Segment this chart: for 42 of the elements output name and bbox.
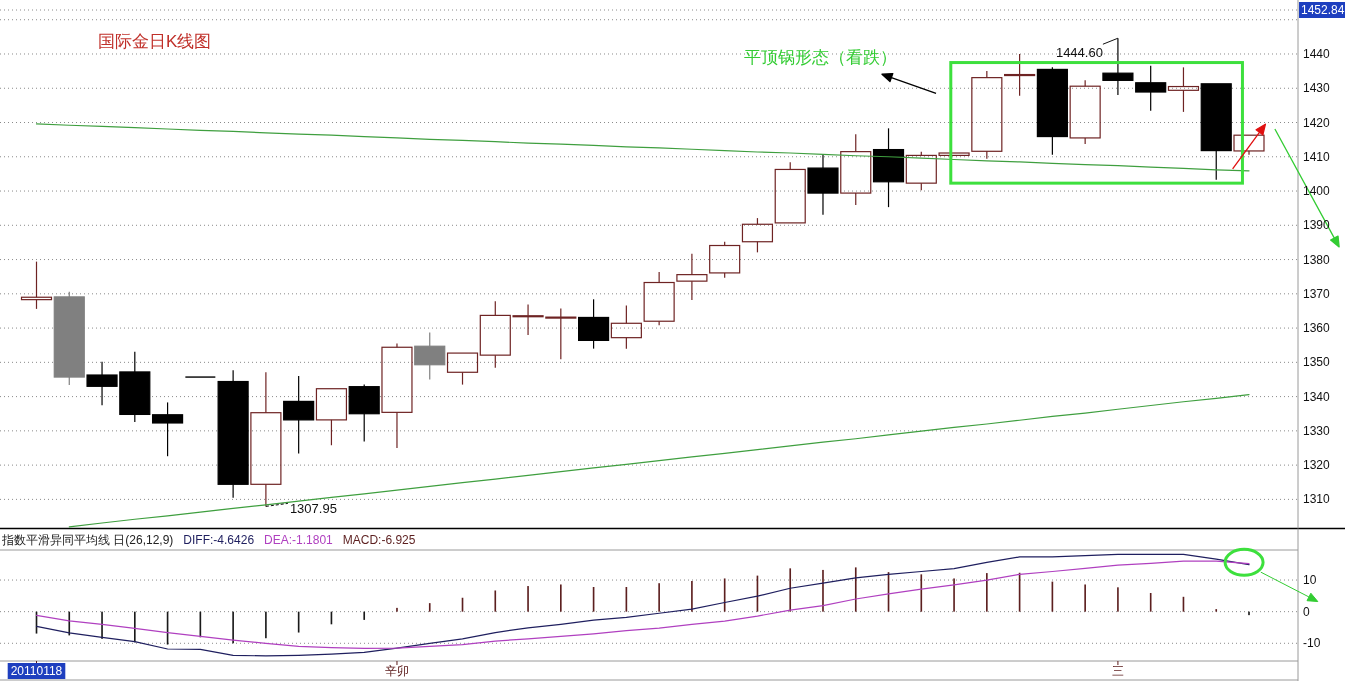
candlestick [1036, 66, 1068, 156]
candlestick [1069, 79, 1101, 145]
y-tick-label: 1310 [1303, 492, 1331, 507]
candlestick [283, 375, 315, 455]
y-tick-label: 1320 [1303, 458, 1331, 473]
candlestick [643, 271, 675, 326]
text: MACD:-6.925 [342, 533, 416, 547]
candlestick [1004, 53, 1036, 97]
candlestick [1102, 37, 1134, 96]
y-tick-label: 1340 [1303, 389, 1331, 404]
annotation: 1444.60 [1055, 44, 1103, 60]
y-tick-label: 1360 [1303, 321, 1331, 336]
y-tick-label: 1370 [1303, 286, 1331, 301]
text: DEA:-1.1801 [264, 533, 334, 547]
x-tick-label: 三 [1111, 664, 1124, 678]
y-tick-label: -10 [1303, 636, 1321, 651]
text: DIFF:-4.6426 [183, 533, 255, 547]
candlestick [217, 369, 249, 499]
line-series [68, 393, 1250, 528]
candlestick [1200, 83, 1232, 181]
chart-title: 指数平滑异同平均线 日(26,12,9) [1, 533, 174, 547]
candlestick [315, 388, 348, 446]
y-tick-label: 1420 [1303, 115, 1331, 130]
y-tick-label: 0 [1303, 604, 1310, 619]
candlestick [381, 342, 413, 449]
candlestick [807, 154, 839, 216]
line-series [35, 123, 1250, 172]
text: 国际金日K线图 [98, 31, 212, 51]
candlestick [676, 253, 708, 301]
candlestick [1167, 66, 1200, 113]
candlestick [872, 127, 905, 208]
y-tick-label: 1430 [1303, 81, 1331, 96]
y-tick-label: 1330 [1303, 423, 1331, 438]
y-tick-label: 1350 [1303, 355, 1331, 370]
y-tick-label: 1440 [1303, 46, 1331, 61]
y-tick-label: 1380 [1303, 252, 1331, 267]
candlestick [250, 371, 282, 507]
x-tick-label: 辛卯 [384, 664, 409, 678]
y-tick-label: 10 [1303, 573, 1317, 588]
annotation: 平顶锅形态（看跌） [744, 47, 898, 67]
y-tick-label: 1410 [1303, 149, 1331, 164]
annotation: 1307.95 [289, 500, 337, 516]
